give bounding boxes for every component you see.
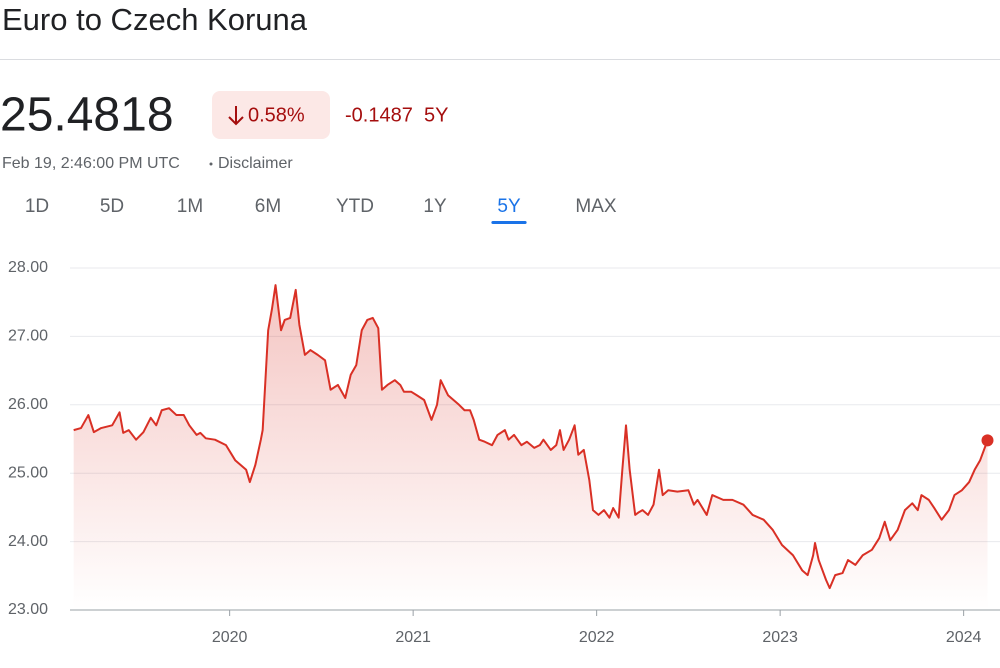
price: 25.4818 — [0, 89, 174, 142]
range-tab[interactable]: 1M — [177, 196, 203, 217]
y-tick-label: 28.00 — [8, 259, 48, 276]
range-tab[interactable]: 6M — [255, 196, 281, 217]
range-tab[interactable]: 1D — [25, 196, 49, 217]
range-tab[interactable]: YTD — [336, 196, 374, 217]
timestamp: Feb 19, 2:46:00 PM UTC — [2, 155, 180, 172]
title: Euro to Czech Koruna — [2, 2, 308, 37]
chart: 23.00 24.00 25.00 26.00 27.00 28.00 2020 2021 20… — [8, 259, 1000, 646]
area-fill — [73, 285, 988, 610]
range-tab[interactable]: 5D — [100, 196, 124, 217]
down-arrow — [228, 106, 244, 126]
disclaimer-link[interactable]: Disclaimer — [218, 155, 293, 172]
y-tick-label: 25.00 — [8, 464, 48, 481]
x-tick-label: 2020 — [212, 629, 248, 646]
separator-dot — [209, 162, 213, 166]
price-line — [73, 284, 989, 590]
change-percent: 0.58% — [248, 104, 305, 126]
y-tick-label: 23.00 — [8, 601, 48, 618]
change-value: -0.1487 — [345, 104, 413, 126]
change-badge — [212, 91, 330, 139]
active-tab-indicator — [491, 221, 527, 224]
range-tab[interactable]: MAX — [575, 196, 617, 217]
current-point — [981, 434, 994, 447]
x-tick-label: 2022 — [579, 629, 615, 646]
x-tick-label: 2021 — [395, 629, 431, 646]
x-tick-label: 2023 — [762, 629, 798, 646]
y-tick-label: 26.00 — [8, 396, 48, 413]
change-period: 5Y — [424, 104, 448, 126]
x-tick-label: 2024 — [946, 629, 982, 646]
range-tab[interactable]: 5Y — [497, 196, 521, 217]
range-tabs: 1D 5D 1M 6M YTD 1Y 5Y MAX — [25, 196, 617, 224]
y-tick-label: 24.00 — [8, 533, 48, 550]
y-tick-label: 27.00 — [8, 328, 48, 345]
range-tab[interactable]: 1Y — [423, 196, 447, 217]
